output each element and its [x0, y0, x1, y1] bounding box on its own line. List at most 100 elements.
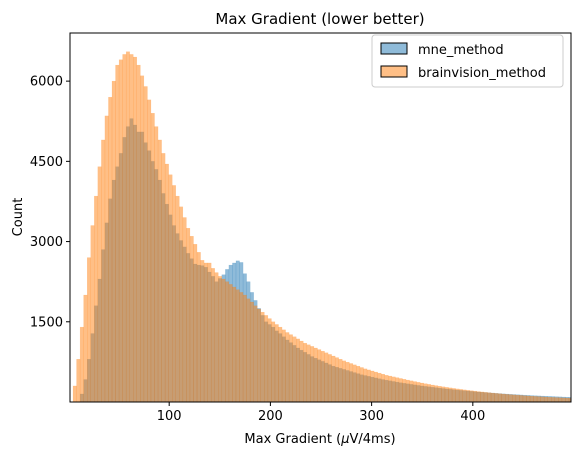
- bar-bv: [466, 390, 470, 403]
- bar-bv: [232, 286, 237, 403]
- bar-bv: [161, 153, 166, 403]
- bar-bv: [473, 390, 478, 403]
- bar-bv: [260, 311, 265, 403]
- bar-bv: [101, 139, 106, 403]
- bar-bv: [558, 397, 563, 403]
- bar-bv: [497, 393, 502, 403]
- bar-bv: [104, 115, 109, 403]
- bar-bv: [384, 375, 389, 403]
- bar-bv: [182, 217, 187, 403]
- bar-bv: [292, 336, 297, 403]
- bar-bv: [111, 80, 116, 403]
- bar-bv: [505, 394, 509, 403]
- bar-bv: [515, 394, 520, 403]
- bar-bv: [487, 392, 492, 403]
- bar-bv: [522, 395, 527, 403]
- bar-bv: [356, 365, 361, 403]
- bar-bv: [306, 344, 311, 403]
- bar-bv: [512, 394, 517, 403]
- bar-bv: [359, 367, 364, 403]
- bar-bv: [186, 227, 191, 403]
- bar-bv: [140, 75, 145, 403]
- bar-bv: [313, 347, 318, 403]
- bar-bv: [320, 350, 325, 403]
- bar-bv: [526, 395, 531, 403]
- x-axis: 100 200 300 400: [157, 402, 485, 424]
- legend-label-mne-method: mne_method: [418, 43, 504, 58]
- bar-bv: [352, 364, 357, 403]
- bar-bv: [83, 294, 88, 403]
- x-axis-label: Max Gradient (μV/4ms): [244, 432, 395, 447]
- bar-bv: [490, 392, 495, 403]
- bar-bv: [395, 377, 400, 403]
- bar-bv: [412, 381, 417, 403]
- bar-bv: [310, 346, 315, 403]
- bar-bv: [193, 244, 198, 403]
- bar-bv: [349, 363, 354, 403]
- bar-bv: [285, 332, 290, 403]
- bar-bv: [469, 390, 474, 403]
- bar-bv: [296, 338, 300, 403]
- legend: mne_method brainvision_method: [371, 34, 564, 88]
- legend-label-brainvision-method: brainvision_method: [418, 66, 546, 81]
- bar-bv: [529, 395, 534, 403]
- bar-bv: [218, 276, 223, 403]
- bar-bv: [79, 326, 84, 403]
- bar-bv: [143, 86, 148, 403]
- bar-bv: [324, 352, 329, 403]
- bar-bv: [448, 387, 453, 403]
- bar-bv: [175, 195, 180, 403]
- bar-bv: [200, 260, 205, 403]
- bar-bv: [242, 294, 247, 403]
- bar-bv: [462, 389, 467, 403]
- bar-bv: [554, 397, 559, 403]
- legend-swatch-brainvision-method: [380, 65, 408, 78]
- bar-bv: [508, 394, 513, 403]
- bar-bv: [271, 321, 276, 403]
- bar-bv: [168, 174, 173, 403]
- bar-bv: [480, 391, 485, 403]
- bar-bv: [281, 329, 286, 403]
- bar-bv: [533, 396, 538, 403]
- bar-bv: [377, 372, 382, 403]
- bar-bv: [327, 354, 332, 403]
- bar-bv: [536, 396, 541, 403]
- bar-bv: [402, 379, 407, 403]
- bar-bv: [434, 385, 439, 403]
- bar-bv: [189, 236, 194, 403]
- bar-bv: [136, 64, 141, 403]
- bar-bv: [179, 206, 184, 403]
- bar-bv: [125, 51, 130, 403]
- bar-bv: [373, 371, 378, 403]
- bar-bv: [90, 225, 95, 403]
- bar-bv: [87, 257, 91, 403]
- y-tick-label: 4500: [30, 155, 63, 170]
- bar-bv: [370, 370, 375, 403]
- bar-bv: [501, 393, 506, 403]
- bar-bv: [547, 397, 552, 403]
- bar-bv: [264, 315, 269, 403]
- bar-bv: [76, 359, 81, 403]
- legend-box: [371, 34, 564, 88]
- bar-bv: [430, 384, 435, 403]
- bar-bv: [129, 54, 134, 403]
- bar-bv: [405, 379, 410, 403]
- bar-bv: [543, 396, 548, 403]
- bar-bv: [94, 195, 99, 403]
- y-tick-label: 1500: [30, 315, 63, 330]
- bar-bv: [118, 59, 123, 403]
- bar-bv: [257, 308, 261, 403]
- bar-bv: [221, 278, 226, 403]
- bar-bv: [540, 396, 545, 403]
- legend-swatch-mne-method: [380, 42, 408, 55]
- x-tick-label: 100: [157, 409, 182, 424]
- bar-bv: [483, 392, 488, 403]
- bar-bv: [444, 387, 449, 403]
- y-tick-label: 6000: [30, 75, 63, 90]
- bar-bv: [391, 376, 396, 403]
- bar-bv: [115, 64, 120, 403]
- bar-bv: [437, 386, 442, 403]
- bar-bv: [108, 96, 113, 403]
- bar-bv: [565, 397, 570, 403]
- bar-bv: [228, 284, 233, 403]
